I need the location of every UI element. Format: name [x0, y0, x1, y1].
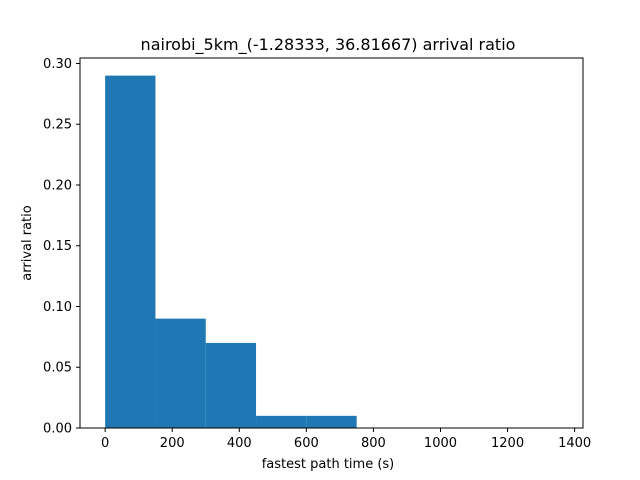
y-axis-ticks: 0.00 0.05 0.10 0.15 0.20 0.25 0.30: [43, 57, 80, 437]
x-tick-label: 800: [361, 436, 386, 451]
y-tick-label: 0.10: [43, 300, 72, 315]
y-axis-label: arrival ratio: [20, 205, 35, 280]
x-tick-label: 1400: [558, 436, 591, 451]
x-tick-label: 0: [101, 436, 109, 451]
histogram-bar-5: [306, 415, 357, 428]
x-tick-label: 1000: [424, 436, 457, 451]
bars-group: [105, 75, 357, 428]
y-tick-label: 0.25: [43, 118, 72, 133]
x-tick-label: 600: [294, 436, 319, 451]
histogram-bar-1: [105, 75, 156, 428]
histogram-bar-4: [256, 415, 307, 428]
y-tick-label: 0.00: [43, 422, 72, 437]
x-tick-label: 200: [160, 436, 185, 451]
y-tick-label: 0.20: [43, 178, 72, 193]
x-axis-ticks: 0 200 400 600 800 1000 1200 1400: [101, 428, 591, 451]
histogram-bar-2: [155, 318, 206, 428]
histogram-bar-3: [205, 342, 257, 428]
y-tick-label: 0.05: [43, 361, 72, 376]
x-tick-label: 400: [227, 436, 252, 451]
x-tick-label: 1200: [491, 436, 524, 451]
chart-title: nairobi_5km_(-1.28333, 36.81667) arrival…: [141, 35, 516, 55]
plot-frame: [79, 57, 584, 429]
y-tick-label: 0.15: [43, 239, 72, 254]
x-axis-label: fastest path time (s): [262, 457, 395, 472]
y-tick-label: 0.30: [43, 57, 72, 72]
